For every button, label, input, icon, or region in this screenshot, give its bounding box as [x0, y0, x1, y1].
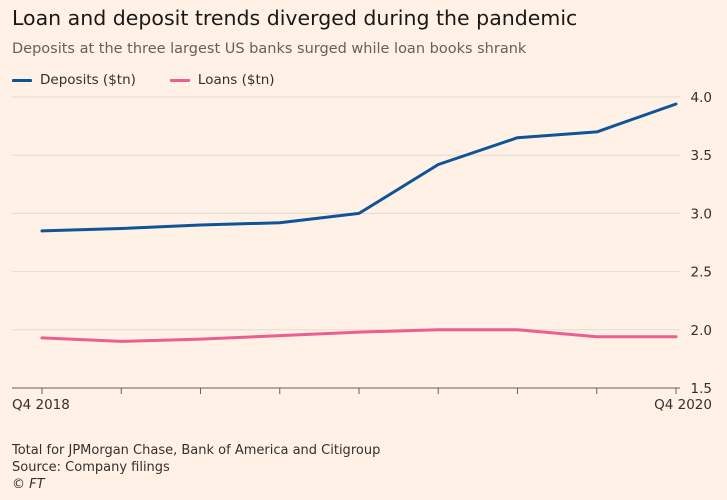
- chart-title: Loan and deposit trends diverged during …: [12, 6, 578, 30]
- chart-subtitle: Deposits at the three largest US banks s…: [12, 41, 527, 57]
- legend-label-deposits: Deposits ($tn): [40, 72, 136, 88]
- legend-item-deposits: Deposits ($tn): [12, 72, 136, 88]
- footer-note: Total for JPMorgan Chase, Bank of Americ…: [12, 443, 381, 458]
- chart-footer: Total for JPMorgan Chase, Bank of Americ…: [12, 442, 380, 493]
- y-tick-label: 2.0: [691, 323, 712, 339]
- legend: Deposits ($tn) Loans ($tn): [12, 72, 309, 88]
- legend-swatch-deposits: [12, 78, 32, 82]
- legend-swatch-loans: [169, 78, 190, 82]
- y-tick-label: 3.5: [691, 148, 712, 164]
- x-tick-label: Q4 2020: [654, 397, 712, 413]
- loans-series-line: [40, 328, 678, 343]
- footer-credit: © FT: [12, 477, 45, 492]
- legend-label-loans: Loans ($tn): [197, 72, 275, 88]
- deposits-series-line: [40, 102, 678, 233]
- x-tick-label: Q4 2018: [12, 397, 70, 413]
- line-chart: 1.5 2.0 2.5 3.0 3.5 4.0 Q4 2018 Q4 2020: [12, 90, 712, 413]
- y-tick-label: 3.0: [691, 206, 712, 222]
- legend-item-loans: Loans ($tn): [169, 72, 275, 88]
- footer-source: Source: Company filings: [12, 460, 170, 475]
- y-tick-label: 4.0: [691, 90, 712, 106]
- y-tick-label: 1.5: [691, 381, 712, 397]
- y-tick-label: 2.5: [691, 265, 712, 281]
